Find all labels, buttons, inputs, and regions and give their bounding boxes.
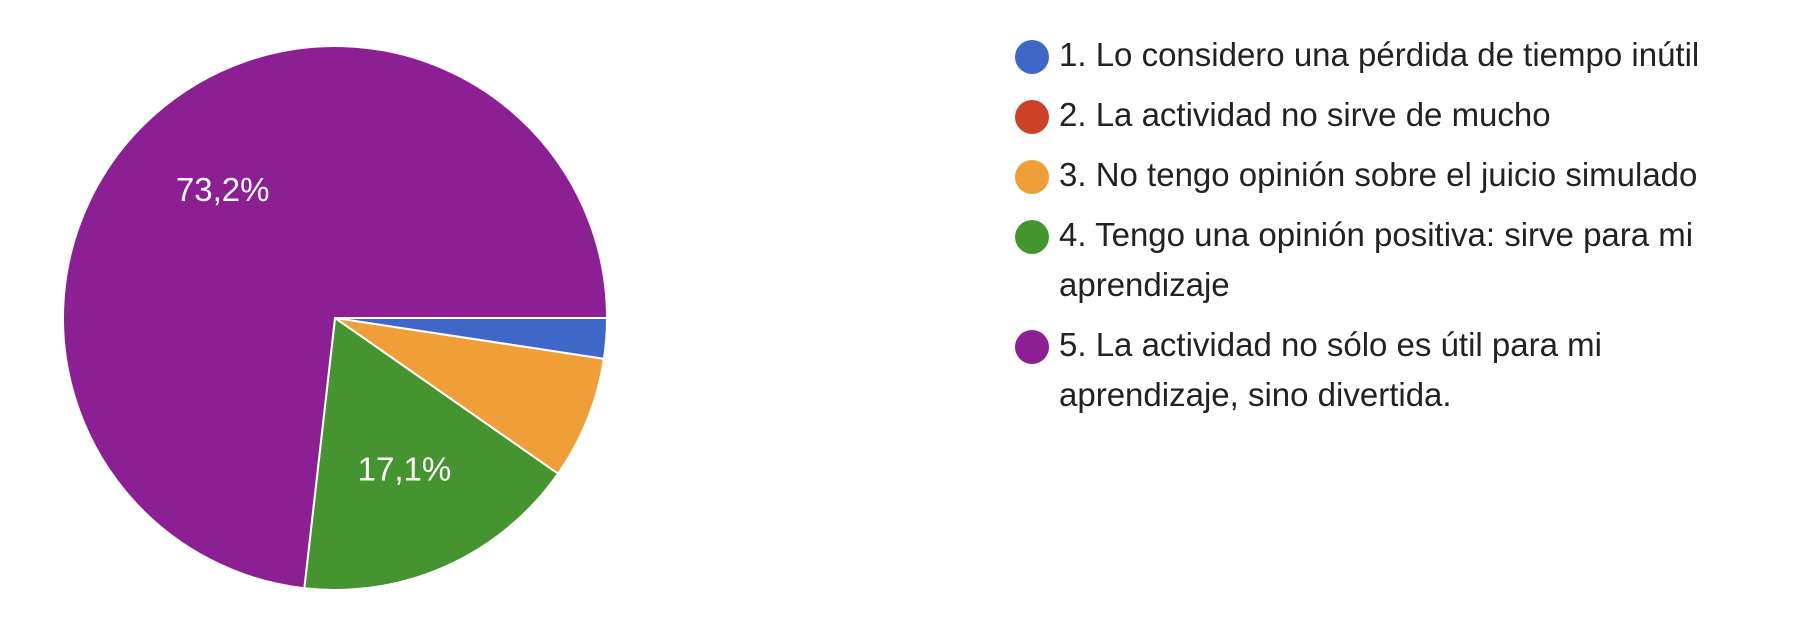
pie-slice-5[interactable]: [62, 45, 609, 590]
legend-item-1[interactable]: 1. Lo considero una pérdida de tiempo in…: [1005, 30, 1765, 80]
legend-label-1: 1. Lo considero una pérdida de tiempo in…: [1059, 36, 1700, 73]
legend-item-3[interactable]: 3. No tengo opinión sobre el juicio simu…: [1005, 150, 1765, 200]
legend: 1. Lo considero una pérdida de tiempo in…: [1005, 30, 1765, 430]
legend-label-3: 3. No tengo opinión sobre el juicio simu…: [1059, 156, 1698, 193]
pie-slice-3[interactable]: [334, 317, 606, 476]
pie-slice-4[interactable]: [303, 316, 560, 591]
legend-swatch-3: [1015, 160, 1049, 194]
slice-data-label-5: 73,2%: [176, 171, 270, 208]
legend-label-5: 5. La actividad no sólo es útil para mi …: [1059, 326, 1602, 413]
legend-item-5[interactable]: 5. La actividad no sólo es útil para mi …: [1005, 320, 1765, 420]
legend-item-2[interactable]: 2. La actividad no sirve de mucho: [1005, 90, 1765, 140]
legend-swatch-1: [1015, 40, 1049, 74]
slice-data-label-4: 17,1%: [358, 450, 452, 487]
pie-plot: 17,1% 73,2%: [62, 45, 609, 591]
legend-label-2: 2. La actividad no sirve de mucho: [1059, 96, 1551, 133]
legend-swatch-4: [1015, 220, 1049, 254]
legend-label-4: 4. Tengo una opinión positiva: sirve par…: [1059, 216, 1694, 303]
legend-swatch-2: [1015, 100, 1049, 134]
legend-swatch-5: [1015, 330, 1049, 364]
legend-item-4[interactable]: 4. Tengo una opinión positiva: sirve par…: [1005, 210, 1765, 310]
